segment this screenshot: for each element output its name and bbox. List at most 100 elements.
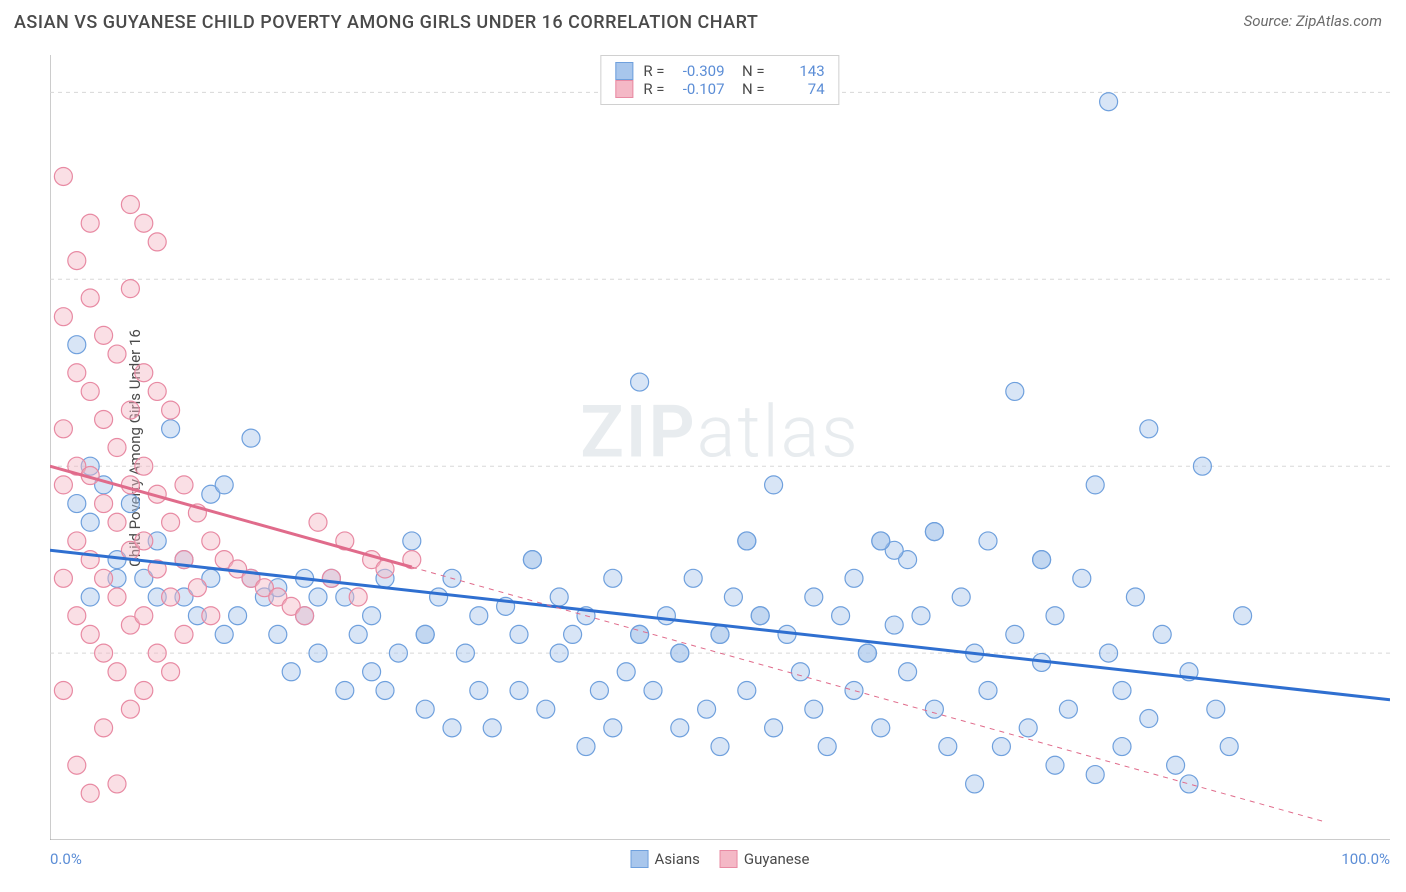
data-point: [108, 588, 126, 606]
data-point: [1046, 607, 1064, 625]
data-point: [577, 738, 595, 756]
data-point: [1100, 644, 1118, 662]
data-point: [1220, 738, 1238, 756]
data-point: [1019, 719, 1037, 737]
trend-line: [50, 550, 1390, 700]
data-point: [885, 616, 903, 634]
data-point: [979, 532, 997, 550]
data-point: [121, 196, 139, 214]
data-point: [1059, 700, 1077, 718]
data-point: [604, 719, 622, 737]
data-point: [81, 214, 99, 232]
x-axis-min-label: 0.0%: [50, 850, 82, 868]
data-point: [416, 625, 434, 643]
data-point: [537, 700, 555, 718]
data-point: [336, 681, 354, 699]
data-point: [1140, 710, 1158, 728]
data-point: [54, 476, 72, 494]
data-point: [135, 681, 153, 699]
data-point: [671, 719, 689, 737]
data-point: [81, 513, 99, 531]
data-point: [175, 625, 193, 643]
data-point: [121, 280, 139, 298]
source-attribution: Source: ZipAtlas.com: [1244, 12, 1382, 30]
data-point: [483, 719, 501, 737]
data-point: [121, 700, 139, 718]
data-point: [711, 738, 729, 756]
data-point: [229, 607, 247, 625]
data-point: [282, 663, 300, 681]
data-point: [108, 513, 126, 531]
data-point: [54, 167, 72, 185]
data-point: [1193, 457, 1211, 475]
data-point: [1073, 569, 1091, 587]
data-point: [510, 625, 528, 643]
data-point: [698, 700, 716, 718]
data-point: [845, 681, 863, 699]
data-point: [899, 663, 917, 681]
data-point: [121, 401, 139, 419]
data-point: [68, 336, 86, 354]
data-point: [162, 401, 180, 419]
data-point: [590, 681, 608, 699]
data-point: [1006, 382, 1024, 400]
data-point: [765, 476, 783, 494]
data-point: [1113, 738, 1131, 756]
data-point: [711, 625, 729, 643]
data-point: [54, 569, 72, 587]
data-point: [550, 644, 568, 662]
data-point: [202, 532, 220, 550]
stats-swatch-icon: [615, 62, 633, 80]
data-point: [430, 588, 448, 606]
data-point: [363, 607, 381, 625]
data-point: [363, 663, 381, 681]
data-point: [162, 588, 180, 606]
data-point: [738, 532, 756, 550]
data-point: [54, 420, 72, 438]
data-point: [309, 644, 327, 662]
data-point: [1113, 681, 1131, 699]
data-point: [805, 700, 823, 718]
data-point: [68, 495, 86, 513]
data-point: [470, 607, 488, 625]
data-point: [296, 607, 314, 625]
data-point: [564, 625, 582, 643]
trend-line-extrapolated: [412, 567, 1323, 821]
data-point: [845, 569, 863, 587]
data-point: [925, 523, 943, 541]
data-point: [443, 719, 461, 737]
chart-container: Child Poverty Among Girls Under 16 ZIPat…: [50, 55, 1390, 840]
data-point: [939, 738, 957, 756]
data-point: [108, 345, 126, 363]
data-point: [925, 700, 943, 718]
data-point: [1234, 607, 1252, 625]
data-point: [805, 588, 823, 606]
data-point: [54, 308, 72, 326]
legend: Asians Guyanese: [631, 850, 810, 868]
data-point: [1167, 756, 1185, 774]
data-point: [162, 513, 180, 531]
data-point: [1086, 476, 1104, 494]
data-point: [631, 373, 649, 391]
data-point: [68, 364, 86, 382]
data-point: [1140, 420, 1158, 438]
data-point: [148, 382, 166, 400]
data-point: [135, 214, 153, 232]
scatter-plot: [50, 55, 1390, 840]
data-point: [108, 775, 126, 793]
data-point: [631, 625, 649, 643]
correlation-stats-box: R =-0.309 N =143 R =-0.107 N =74: [600, 55, 839, 105]
data-point: [657, 607, 675, 625]
data-point: [148, 644, 166, 662]
data-point: [269, 625, 287, 643]
stats-row: R =-0.309 N =143: [615, 62, 824, 80]
data-point: [818, 738, 836, 756]
data-point: [738, 681, 756, 699]
data-point: [872, 719, 890, 737]
data-point: [349, 625, 367, 643]
x-axis-max-label: 100.0%: [1341, 850, 1390, 868]
data-point: [1180, 775, 1198, 793]
data-point: [108, 663, 126, 681]
data-point: [1153, 625, 1171, 643]
data-point: [1033, 551, 1051, 569]
